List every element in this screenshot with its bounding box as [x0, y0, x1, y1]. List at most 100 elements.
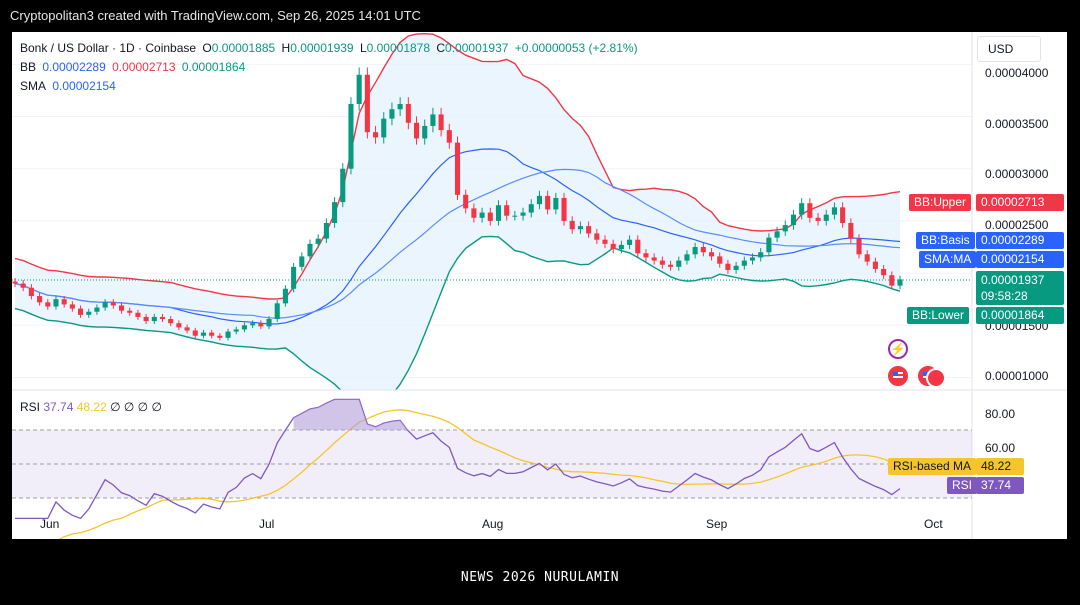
lightning-event-icon[interactable]: ⚡: [888, 339, 908, 359]
rsi-ma-tag: RSI-based MA: [888, 458, 977, 475]
sma-tag-value: 0.00002154: [976, 251, 1064, 268]
candle-body: [53, 299, 59, 307]
candle-body: [782, 225, 788, 232]
price-legend: Bonk / US Dollar · 1D · Coinbase O0.0000…: [20, 39, 641, 96]
candle: [53, 295, 59, 310]
candle: [676, 256, 682, 271]
sma-label[interactable]: SMA: [20, 79, 47, 93]
candle-body: [495, 205, 502, 221]
candle-body: [389, 109, 395, 119]
candle: [250, 320, 256, 329]
candle-body: [413, 122, 420, 139]
price-tick: 0.00004000: [985, 66, 1049, 80]
candle-body: [405, 104, 411, 123]
candle: [561, 192, 567, 226]
candle: [848, 218, 854, 244]
rsi-line: [15, 398, 901, 520]
candle: [86, 308, 92, 318]
candle-body: [790, 214, 797, 226]
candle: [553, 192, 559, 215]
candle: [422, 119, 428, 145]
candle-body: [848, 223, 854, 239]
candle: [192, 327, 198, 339]
candle: [856, 234, 862, 259]
bar-countdown: 09:58:28: [981, 289, 1028, 303]
bb-upper-tag: BB:Upper: [909, 194, 972, 211]
legend-row-sma: SMA 0.00002154: [20, 77, 641, 96]
candle-body: [159, 316, 166, 320]
candle: [684, 250, 690, 265]
high-label: H: [281, 41, 291, 55]
candle-body: [438, 114, 444, 131]
low-label: L: [359, 41, 367, 55]
candle-body: [266, 319, 272, 327]
bb-upper-line: [14, 32, 901, 300]
bb-upper-value: 0.00002713: [112, 60, 176, 74]
candle: [340, 163, 346, 208]
candle-body: [487, 212, 493, 221]
flag-stripes: [893, 372, 903, 380]
candle: [37, 292, 43, 306]
candle-body: [807, 203, 813, 218]
candle: [815, 213, 821, 226]
candle: [430, 107, 436, 133]
candle-body: [176, 323, 182, 328]
candle-body: [233, 329, 239, 332]
bb-basis-value: 0.00002289: [42, 60, 106, 74]
sma-value: 0.00002154: [52, 79, 116, 93]
candle-body: [20, 283, 26, 288]
candle-body: [168, 319, 174, 324]
candle-body: [758, 252, 764, 258]
candle-body: [635, 239, 641, 254]
candle-body: [618, 244, 624, 250]
candle: [758, 248, 764, 262]
rsi-label[interactable]: RSI: [20, 400, 41, 414]
candle-body: [840, 207, 846, 224]
candle-body: [250, 323, 256, 326]
candle: [512, 210, 518, 221]
candle: [127, 307, 133, 316]
candle: [594, 228, 600, 245]
flag-canton: [923, 372, 928, 376]
legend-row-symbol: Bonk / US Dollar · 1D · Coinbase O0.0000…: [20, 39, 641, 58]
candle: [176, 320, 182, 331]
candle: [274, 300, 280, 322]
candle: [692, 242, 698, 259]
us-flag-event-icon[interactable]: [888, 366, 908, 386]
bb-lower-tag-value: 0.00001864: [976, 307, 1064, 324]
candle-body: [422, 125, 428, 139]
candle: [217, 333, 223, 341]
high-value: 0.00001939: [290, 41, 354, 55]
us-flag-event-icon[interactable]: [926, 368, 946, 388]
candle-body: [815, 217, 821, 221]
candle-body: [291, 266, 297, 289]
candle-body: [446, 130, 452, 143]
candle-body: [676, 260, 682, 267]
candle: [454, 136, 461, 200]
chart-svg[interactable]: 0.00004000 0.00003500 0.00003000 0.00002…: [12, 32, 1067, 539]
candle-body: [643, 253, 649, 258]
candle-body: [348, 104, 354, 169]
candle: [397, 97, 403, 116]
candle-body: [708, 252, 715, 257]
candle: [307, 239, 313, 261]
candle: [872, 257, 878, 273]
low-value: 0.00001878: [366, 41, 431, 55]
bb-label[interactable]: BB: [20, 60, 37, 74]
candle-body: [45, 302, 51, 307]
candle-body: [192, 330, 198, 336]
symbol-label[interactable]: Bonk / US Dollar · 1D · Coinbase: [20, 41, 197, 55]
chart-panel[interactable]: 0.00004000 0.00003500 0.00003000 0.00002…: [12, 32, 1067, 539]
candle: [315, 234, 321, 249]
candle: [536, 190, 542, 210]
candle-body: [332, 202, 338, 224]
currency-button[interactable]: USD: [977, 36, 1041, 62]
candle-body: [102, 302, 108, 308]
candle: [577, 221, 583, 234]
candle: [184, 324, 190, 334]
candle: [790, 209, 797, 230]
candle: [545, 190, 551, 215]
candle-body: [356, 74, 362, 105]
price-tick: 0.00003500: [985, 117, 1049, 131]
candle-body: [217, 335, 223, 338]
